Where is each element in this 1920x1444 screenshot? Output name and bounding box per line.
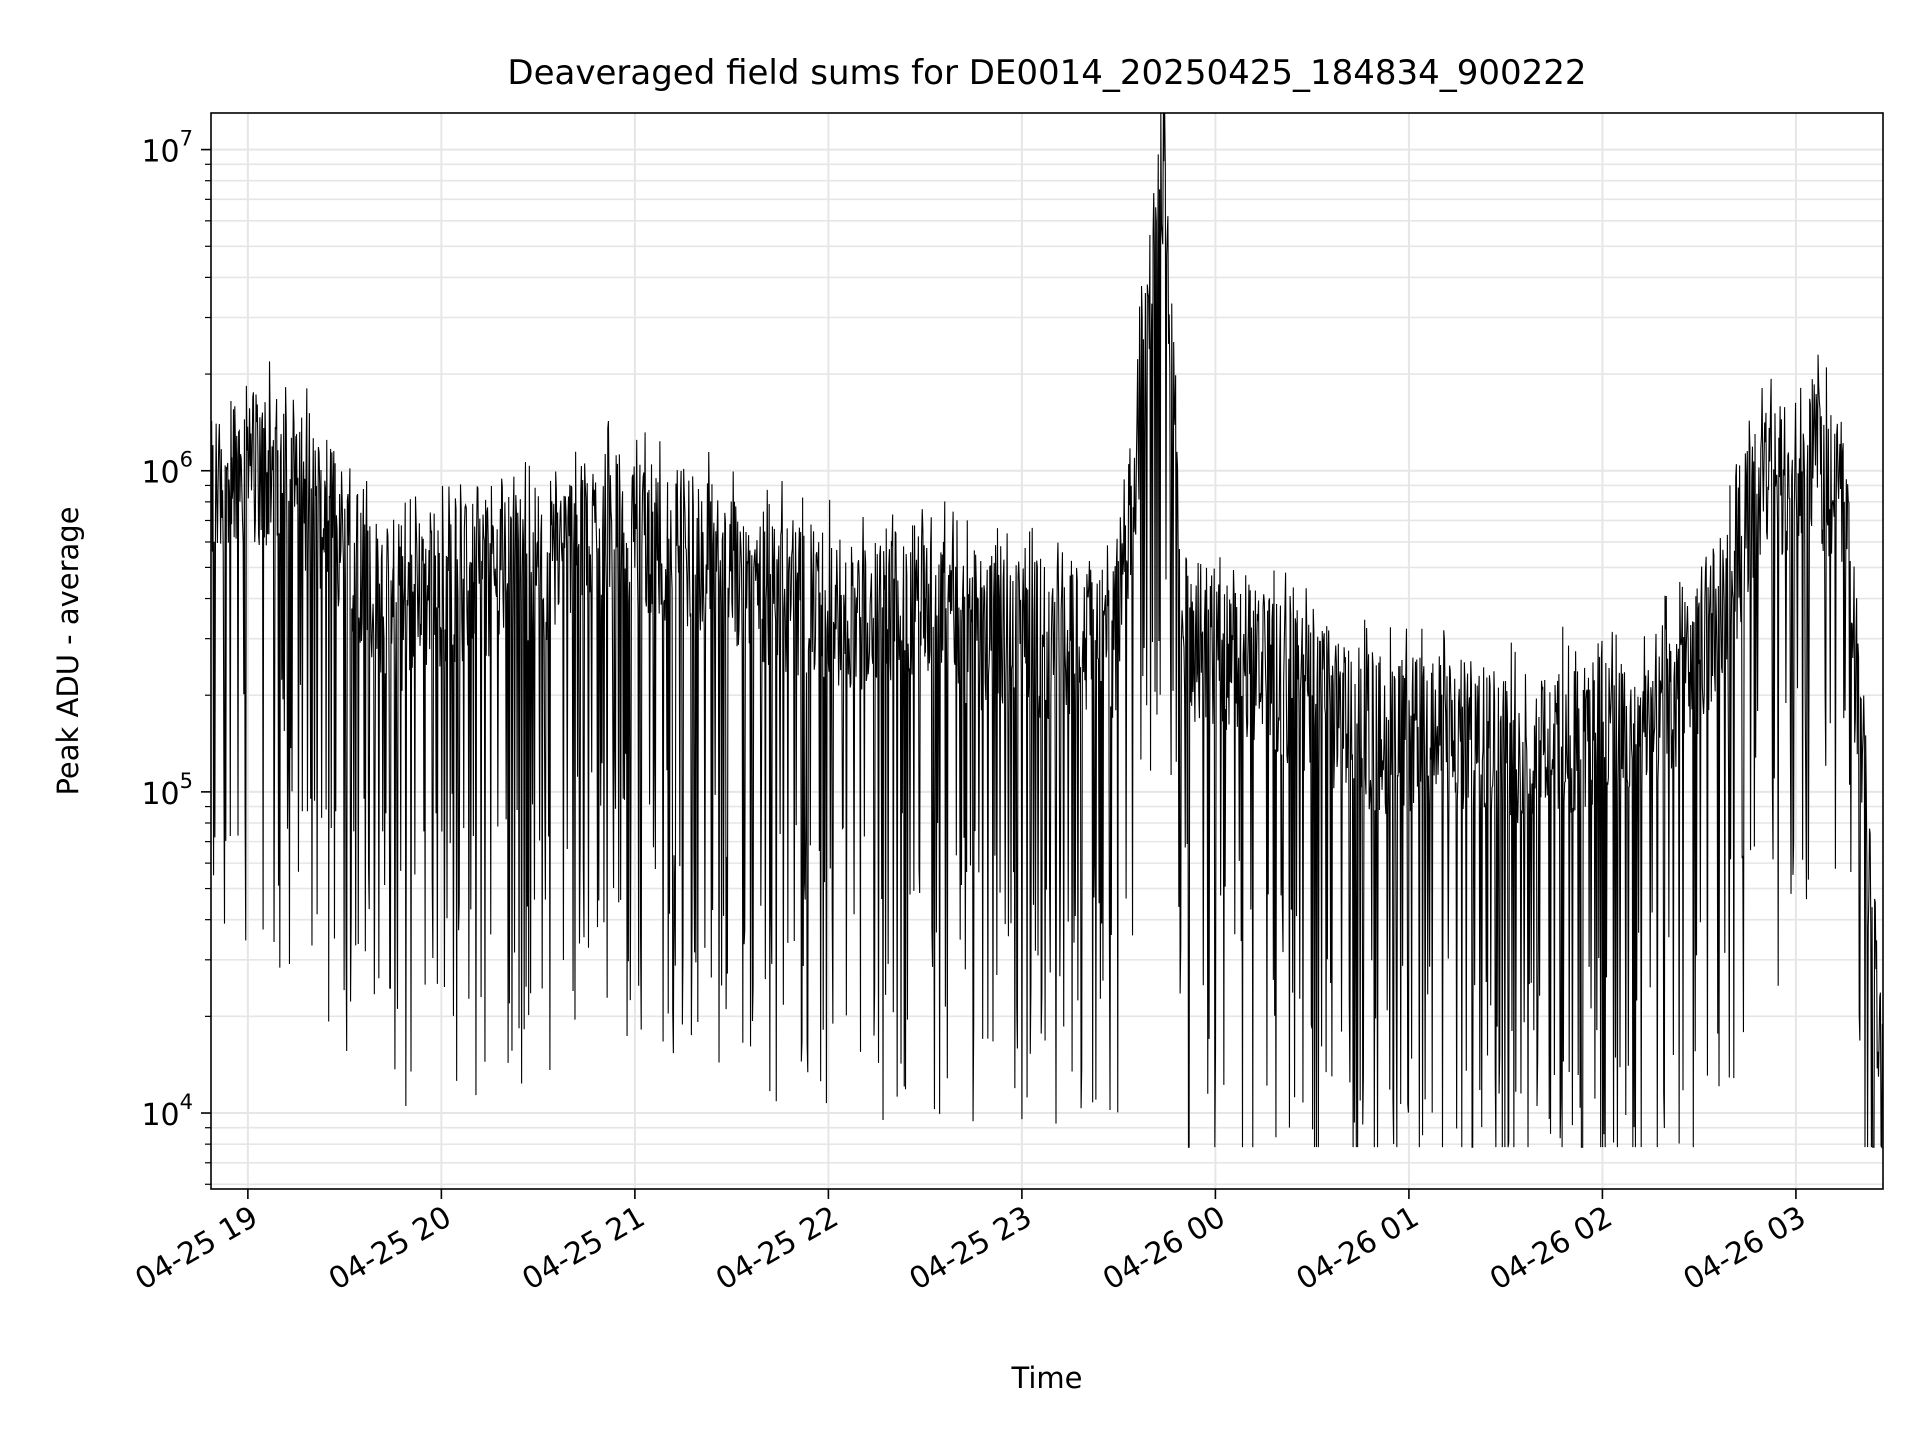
y-tick-label: 107 <box>141 127 193 170</box>
series-layer <box>210 112 1884 1150</box>
y-tick-label-base: 10 <box>141 1098 179 1133</box>
chart-title: Deaveraged field sums for DE0014_2025042… <box>507 53 1586 93</box>
y-tick-label-base: 10 <box>141 777 179 812</box>
plot-frame <box>210 112 1884 1190</box>
x-axis-label: Time <box>1011 1361 1083 1395</box>
y-tick-label-exponent: 5 <box>180 769 193 793</box>
y-tick-label-base: 10 <box>141 135 179 170</box>
y-tick-label: 106 <box>141 448 193 491</box>
series-line <box>210 112 1884 1150</box>
y-axis-label: Peak ADU - average <box>51 506 85 795</box>
y-tick-label-base: 10 <box>141 456 179 491</box>
y-tick-label: 105 <box>141 769 193 812</box>
y-tick-label-exponent: 6 <box>180 448 193 472</box>
y-tick-label-exponent: 4 <box>180 1090 193 1114</box>
y-tick-label: 104 <box>141 1090 193 1133</box>
y-tick-label-exponent: 7 <box>180 127 193 151</box>
